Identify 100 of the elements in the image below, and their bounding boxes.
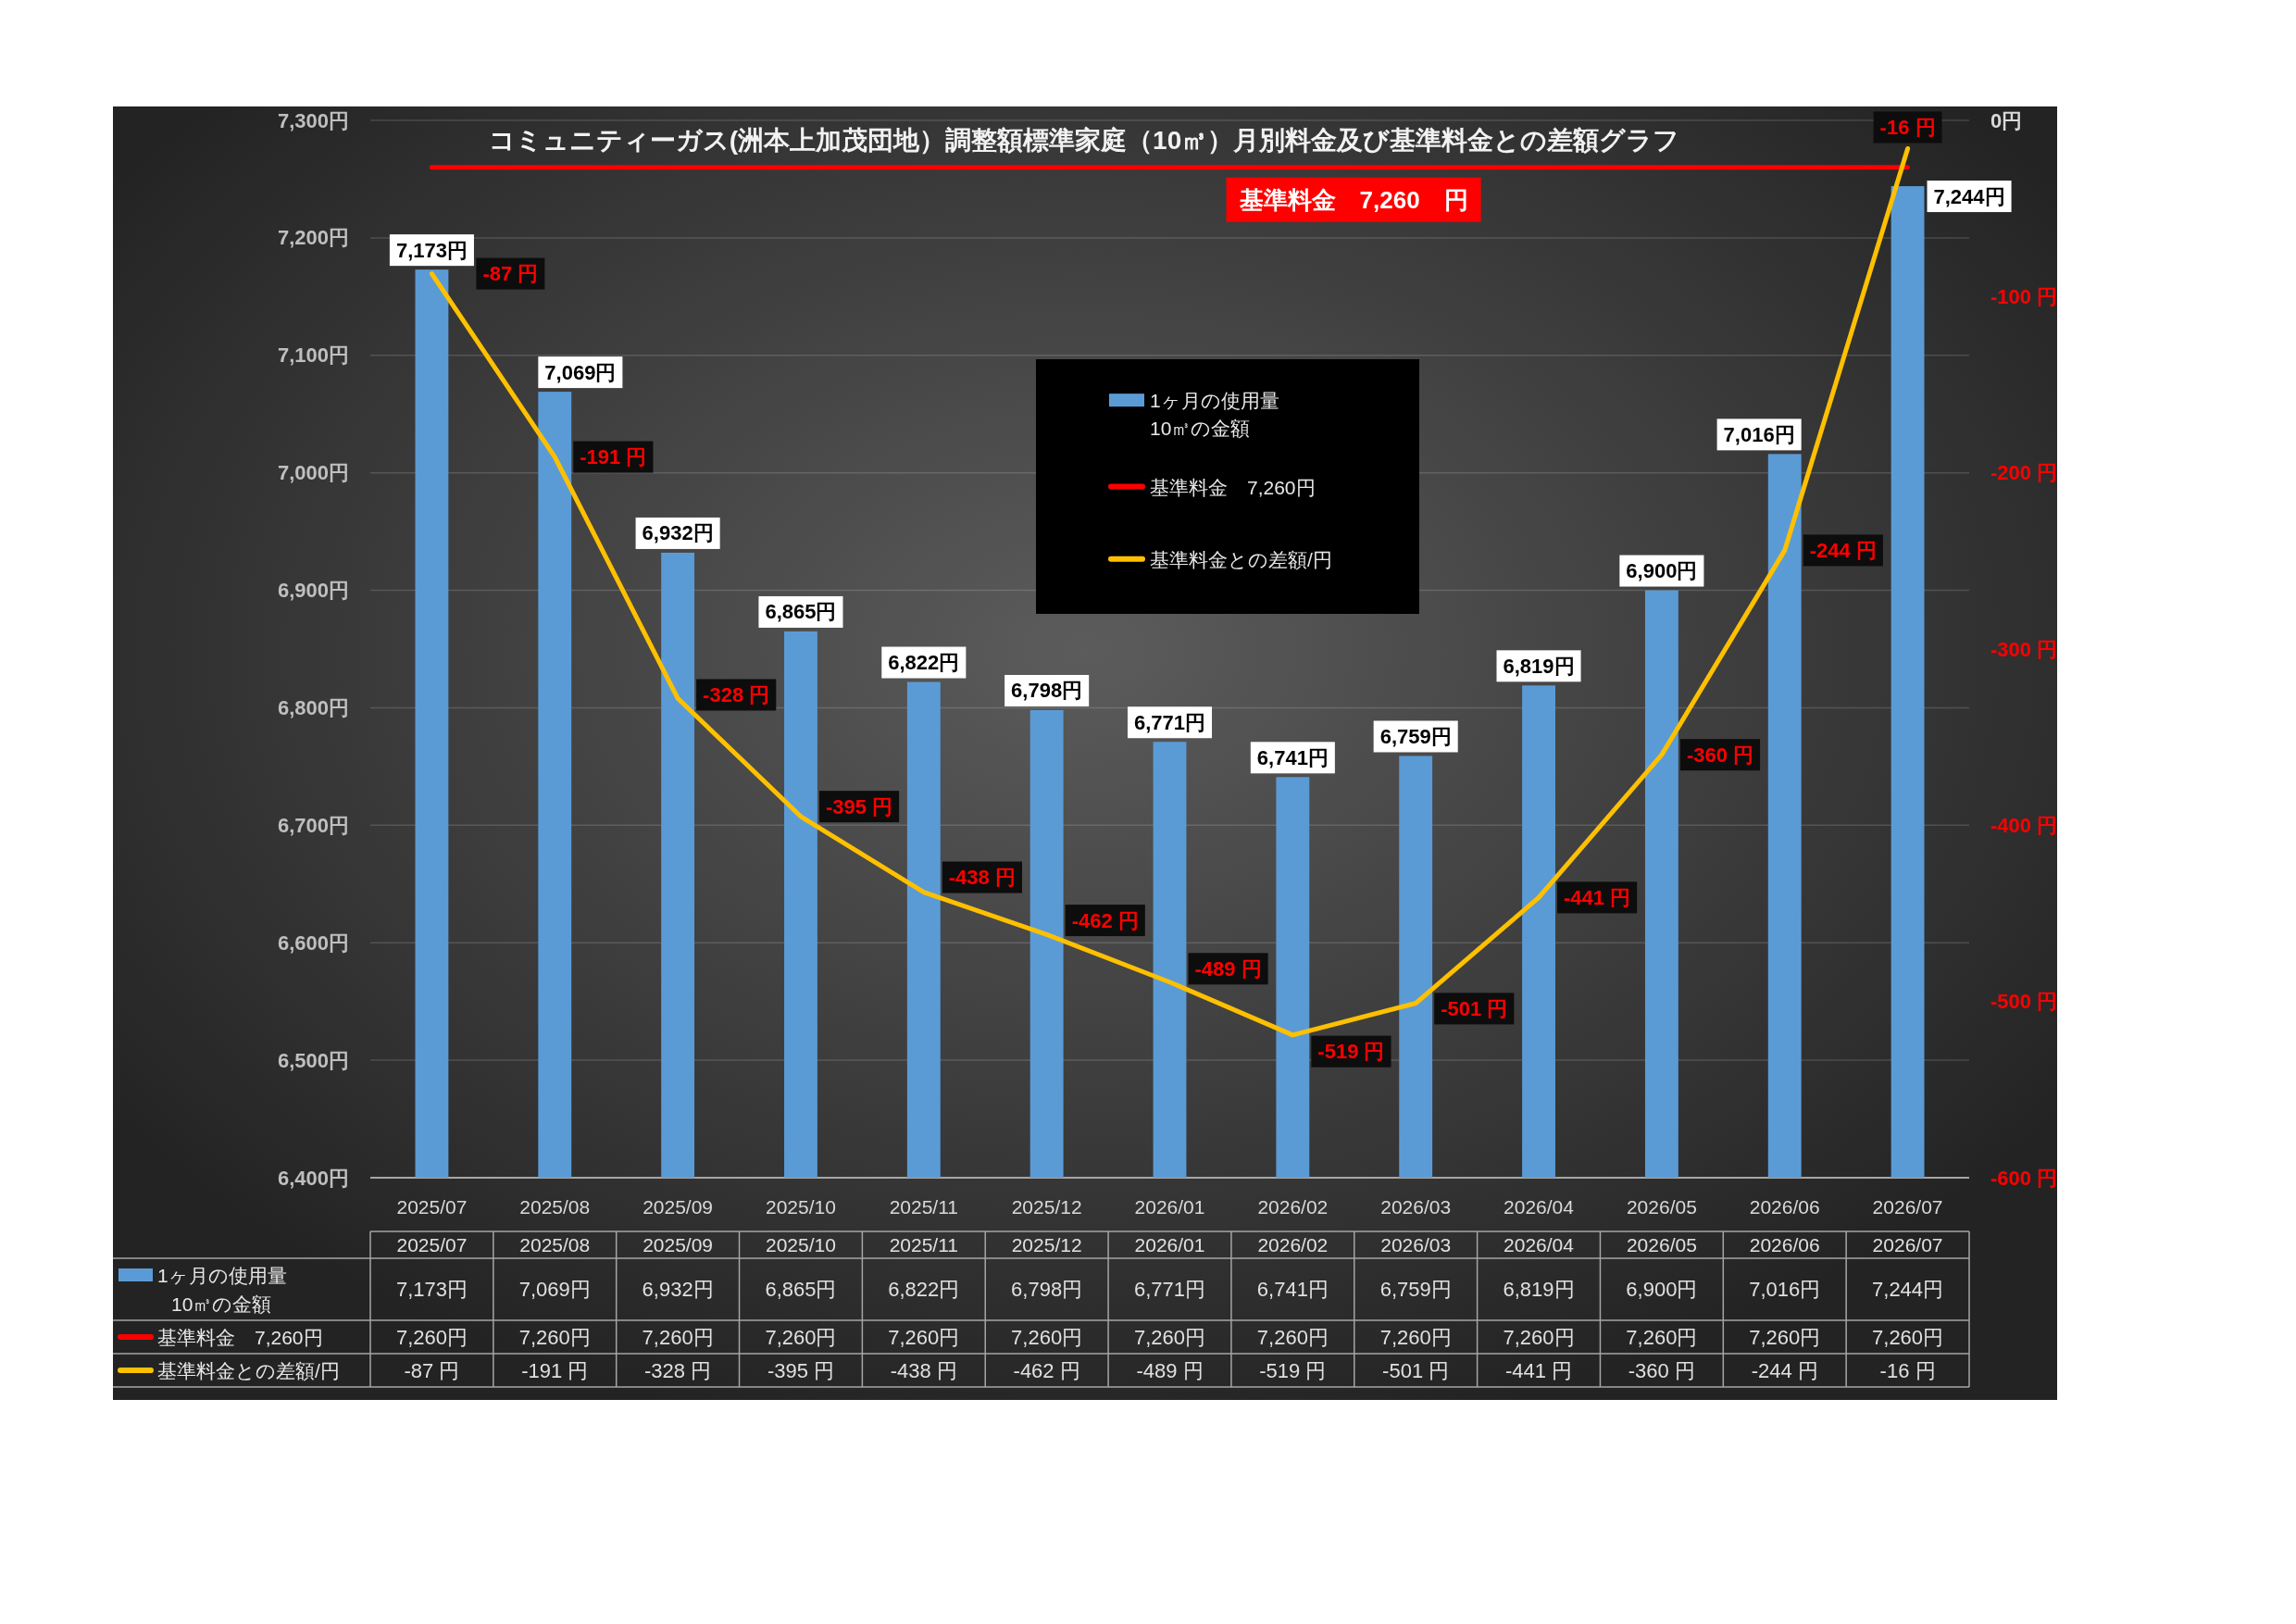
y-tick-label: 7,100円 (277, 344, 349, 368)
data-label: -360 円 (1628, 1358, 1695, 1382)
y-tick-label: 7,300円 (277, 108, 349, 132)
x-tick-label: 2025/09 (643, 1195, 714, 1218)
data-label: 7,260円 (1626, 1325, 1698, 1349)
text: -244 円 (1809, 538, 1877, 562)
y2-tick-label: -500 円 (1990, 990, 2058, 1014)
text: 基準料金 7,260円 (157, 1326, 323, 1348)
text: 6,798円 (1011, 679, 1083, 703)
data-label: -519 円 (1259, 1358, 1327, 1382)
y-tick-label: 6,600円 (277, 931, 349, 955)
category-label: 2026/04 (1504, 1234, 1574, 1255)
x-tick-label: 2026/01 (1134, 1195, 1205, 1218)
text: 基準料金との差額/円 (157, 1359, 340, 1381)
data-label: 7,260円 (1749, 1325, 1821, 1349)
data-label: -441 円 (1504, 1358, 1573, 1382)
category-label: 2025/09 (643, 1234, 714, 1255)
text: 7,244円 (1933, 184, 2005, 208)
text: 6,741円 (1256, 745, 1329, 769)
data-label: 7,260円 (395, 1325, 468, 1349)
data-label: -87 円 (404, 1358, 460, 1382)
text: 6,771円 (1133, 710, 1206, 734)
text: -462 円 (1071, 908, 1139, 932)
x-tick-label: 2025/11 (889, 1195, 958, 1218)
data-label: 6,865円 (765, 1278, 837, 1301)
text: 6,900円 (1626, 559, 1698, 583)
data-label: -501 円 (1382, 1358, 1450, 1382)
data-label: 7,260円 (1011, 1325, 1083, 1349)
category-label: 2026/05 (1626, 1234, 1697, 1255)
legend-label: 基準料金 7,260円 (1150, 476, 1316, 497)
y-tick-label: 6,400円 (277, 1166, 349, 1190)
y-tick-label: 7,000円 (277, 461, 349, 485)
data-label: 6,741円 (1256, 1278, 1329, 1301)
data-label: 7,260円 (1256, 1325, 1329, 1349)
x-tick-label: 2025/08 (519, 1195, 591, 1218)
data-label: 6,822円 (888, 1278, 960, 1301)
data-label: 7,260円 (1379, 1325, 1452, 1349)
y-tick-label: 6,900円 (277, 579, 349, 603)
x-tick-label: 2026/02 (1257, 1195, 1329, 1218)
data-label: 7,260円 (888, 1325, 960, 1349)
data-label: 6,798円 (1011, 1278, 1083, 1301)
text: 7,069円 (544, 360, 617, 384)
text: -16 円 (1879, 115, 1936, 139)
data-label: 6,900円 (1626, 1278, 1698, 1301)
y2-tick-label: 0円 (1990, 108, 2023, 132)
text: -191 円 (580, 445, 647, 469)
text: -519 円 (1317, 1040, 1385, 1064)
data-label: -395 円 (767, 1358, 835, 1382)
text: -438 円 (948, 866, 1016, 890)
y-tick-label: 6,700円 (277, 813, 349, 837)
category-label: 2026/03 (1380, 1234, 1452, 1255)
y2-tick-label: -600 円 (1990, 1166, 2058, 1190)
y2-tick-label: -100 円 (1990, 284, 2058, 308)
category-label: 2025/11 (889, 1234, 958, 1255)
annotation: 基準料金 7,260 円 (1238, 185, 1468, 214)
x-tick-label: 2025/10 (766, 1195, 836, 1218)
y2-tick-label: -200 円 (1990, 461, 2058, 485)
text: -360 円 (1686, 743, 1754, 767)
y-tick-label: 7,200円 (277, 226, 349, 250)
data-label: -191 円 (521, 1358, 589, 1382)
data-label: 7,260円 (765, 1325, 837, 1349)
text: -441 円 (1564, 885, 1631, 909)
x-tick-label: 2026/04 (1504, 1195, 1575, 1218)
text: 6,932円 (642, 521, 714, 545)
data-label: 6,759円 (1379, 1278, 1452, 1301)
y-tick-label: 6,500円 (277, 1048, 349, 1072)
text: -328 円 (703, 682, 770, 706)
category-label: 2026/07 (1872, 1234, 1943, 1255)
data-label: 7,069円 (518, 1278, 591, 1301)
text: 6,865円 (765, 600, 837, 624)
data-label: -16 円 (1879, 1358, 1936, 1382)
data-label: -328 円 (644, 1358, 712, 1382)
x-tick-label: 2025/12 (1011, 1195, 1082, 1218)
category-label: 2025/12 (1011, 1234, 1082, 1255)
data-label: -438 円 (890, 1358, 957, 1382)
y-tick-label: 6,800円 (277, 695, 349, 719)
y2-tick-label: -300 円 (1990, 637, 2058, 661)
x-tick-label: 2026/06 (1749, 1195, 1820, 1218)
data-label: 7,260円 (518, 1325, 591, 1349)
data-label: 6,771円 (1133, 1278, 1206, 1301)
data-label: 7,244円 (1872, 1278, 1944, 1301)
category-label: 2025/07 (396, 1234, 468, 1255)
text: 6,759円 (1379, 724, 1452, 748)
x-tick-label: 2026/05 (1626, 1195, 1697, 1218)
data-label: 6,932円 (642, 1278, 714, 1301)
text: -87 円 (482, 262, 539, 286)
text: -489 円 (1194, 956, 1262, 981)
text: 7,173円 (395, 238, 468, 262)
data-label: 7,016円 (1749, 1278, 1821, 1301)
legend-label: 1ヶ月の使用量 10㎥の金額 (1150, 389, 1279, 439)
category-label: 2026/06 (1749, 1234, 1820, 1255)
data-label: -489 円 (1136, 1358, 1204, 1382)
text: 6,822円 (888, 651, 960, 675)
data-label: 7,260円 (1872, 1325, 1944, 1349)
y2-tick-label: -400 円 (1990, 813, 2058, 837)
chart-title: コミュニティーガス(洲本上加茂団地）調整額標準家庭（10㎥）月別料金及び基準料金との差額グラフ (488, 125, 1680, 155)
x-tick-label: 2026/07 (1872, 1195, 1943, 1218)
data-label: 7,173円 (395, 1278, 468, 1301)
data-label: -244 円 (1751, 1358, 1818, 1382)
text: 6,819円 (1503, 654, 1575, 678)
